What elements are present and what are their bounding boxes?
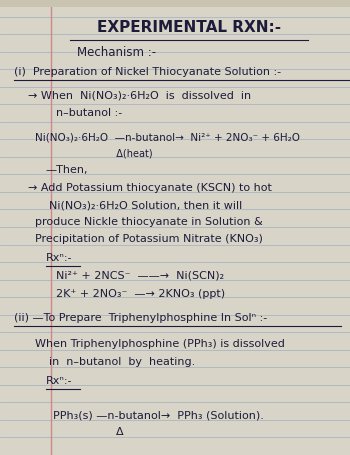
Text: 2K⁺ + 2NO₃⁻  —→ 2KNO₃ (ppt): 2K⁺ + 2NO₃⁻ —→ 2KNO₃ (ppt) (35, 288, 225, 298)
Text: PPh₃(s) —n-butanol→  PPh₃ (Solution).: PPh₃(s) —n-butanol→ PPh₃ (Solution). (46, 409, 263, 419)
Text: → Add Potassium thiocyanate (KSCN) to hot: → Add Potassium thiocyanate (KSCN) to ho… (28, 182, 272, 192)
Text: When Triphenylphosphine (PPh₃) is dissolved: When Triphenylphosphine (PPh₃) is dissol… (35, 338, 285, 348)
Text: Mechanism :-: Mechanism :- (77, 46, 156, 58)
Text: Ni(NO₃)₂·6H₂O Solution, then it will: Ni(NO₃)₂·6H₂O Solution, then it will (28, 200, 242, 210)
Text: Δ: Δ (46, 426, 123, 436)
Text: Ni²⁺ + 2NCS⁻  ——→  Ni(SCN)₂: Ni²⁺ + 2NCS⁻ ——→ Ni(SCN)₂ (35, 270, 224, 280)
Text: —Then,: —Then, (46, 165, 88, 175)
Text: EXPERIMENTAL RXN:-: EXPERIMENTAL RXN:- (97, 20, 281, 35)
Bar (0, 0, 350, 8)
Text: (ii) —To Prepare  Triphenylphosphine In Solⁿ :-: (ii) —To Prepare Triphenylphosphine In S… (14, 312, 267, 322)
Text: Ni(NO₃)₂·6H₂O  —n-butanol→  Ni²⁺ + 2NO₃⁻ + 6H₂O: Ni(NO₃)₂·6H₂O —n-butanol→ Ni²⁺ + 2NO₃⁻ +… (35, 133, 300, 143)
Text: Δ(heat): Δ(heat) (35, 148, 153, 157)
Text: in  n–butanol  by  heating.: in n–butanol by heating. (35, 356, 195, 366)
Text: Rxⁿ:-: Rxⁿ:- (46, 253, 72, 263)
Text: n–butanol :-: n–butanol :- (28, 108, 122, 118)
Text: (i)  Preparation of Nickel Thiocyanate Solution :-: (i) Preparation of Nickel Thiocyanate So… (14, 67, 281, 77)
Text: Rxⁿ:-: Rxⁿ:- (46, 375, 72, 385)
Text: Precipitation of Potassium Nitrate (KNO₃): Precipitation of Potassium Nitrate (KNO₃… (28, 233, 263, 243)
Text: produce Nickle thiocyanate in Solution &: produce Nickle thiocyanate in Solution & (28, 217, 263, 227)
Text: → When  Ni(NO₃)₂·6H₂O  is  dissolved  in: → When Ni(NO₃)₂·6H₂O is dissolved in (28, 90, 251, 100)
